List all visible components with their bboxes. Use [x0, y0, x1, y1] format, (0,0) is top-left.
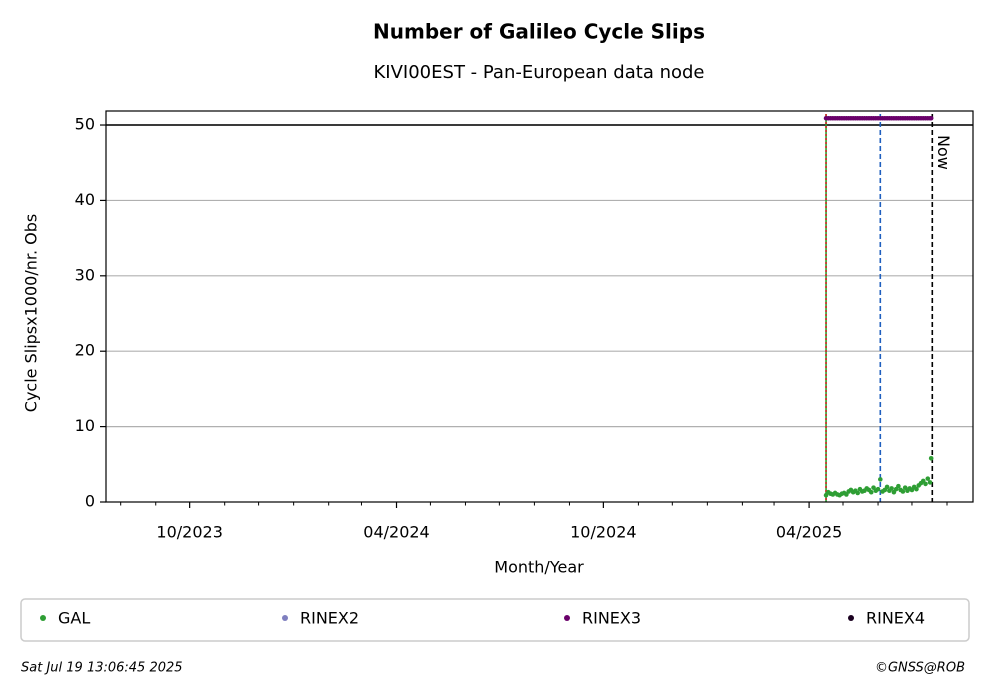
data-point	[927, 480, 933, 485]
y-tick-label: 50	[75, 115, 95, 134]
legend-label: RINEX3	[582, 609, 641, 628]
data-point	[928, 115, 934, 121]
y-tick-label: 10	[75, 416, 95, 435]
footer-credit: ©GNSS@ROB	[875, 661, 965, 676]
y-tick-label: 40	[75, 190, 95, 209]
footer-date: Sat Jul 19 13:06:45 2025	[21, 661, 183, 676]
legend-box	[20, 598, 970, 642]
x-tick-label: 04/2025	[776, 523, 842, 542]
data-point	[855, 490, 861, 496]
legend-label: GAL	[58, 609, 90, 628]
y-tick-label: 30	[75, 265, 95, 284]
legend-label: RINEX4	[866, 609, 925, 628]
chart-subtitle: KIVI00EST - Pan-European data node	[374, 62, 705, 83]
y-axis-label: Cycle Slipsx1000/nr. Obs	[22, 214, 41, 412]
chart-title: Number of Galileo Cycle Slips	[373, 20, 705, 44]
data-point	[896, 483, 901, 489]
data-point	[928, 455, 934, 461]
legend-marker	[848, 615, 854, 621]
data-point	[923, 481, 928, 487]
x-tick-label: 10/2024	[570, 523, 636, 542]
legend-marker	[564, 615, 570, 621]
data-point	[925, 476, 931, 481]
y-tick-label: 0	[85, 492, 95, 511]
x-axis-label: Month/Year	[494, 558, 584, 577]
plot-frame	[105, 110, 974, 503]
marker-label: Now	[934, 135, 953, 170]
data-point	[884, 484, 890, 490]
legend-marker	[40, 615, 46, 621]
data-point	[868, 489, 874, 495]
x-tick-label: 10/2023	[156, 523, 222, 542]
data-point	[878, 477, 883, 482]
legend-label: RINEX2	[300, 609, 359, 628]
data-point	[900, 489, 906, 494]
data-point	[889, 486, 894, 491]
y-tick-label: 20	[75, 341, 95, 360]
x-tick-label: 04/2024	[363, 523, 429, 542]
data-point	[914, 486, 919, 492]
data-point	[875, 486, 881, 492]
legend-marker	[282, 615, 288, 621]
